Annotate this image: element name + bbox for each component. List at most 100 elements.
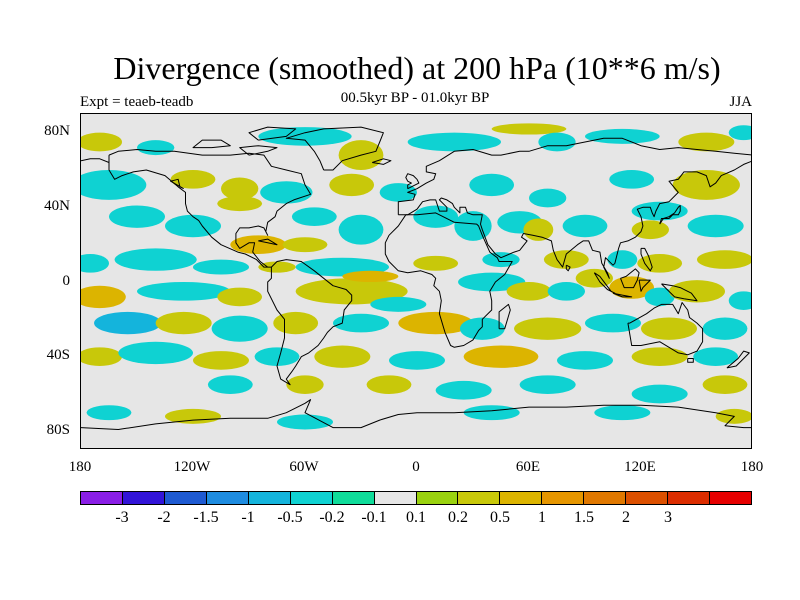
contour-blob-53: [506, 282, 552, 301]
contour-blob-76: [389, 351, 445, 370]
contour-blob-0: [81, 132, 123, 152]
colorbar-box-7: [374, 492, 417, 504]
coastline-7: [285, 126, 384, 171]
lon-label-120w: 120W: [173, 459, 211, 475]
contour-blob-88: [86, 405, 132, 421]
contour-blob-24: [291, 207, 337, 226]
contour-blob-27: [413, 205, 459, 228]
contour-blob-31: [562, 214, 608, 238]
contour-blob-49: [295, 278, 408, 305]
coastline-24: [258, 238, 278, 246]
contour-blob-74: [254, 347, 300, 366]
figure-subtitle: 00.5kyr BP - 01.0kyr BP: [340, 90, 490, 106]
contour-blob-92: [594, 405, 651, 421]
colorbar-box-4: [248, 492, 291, 504]
colorbar-box-14: [668, 492, 711, 504]
coastline-3: [397, 137, 751, 215]
colorbar-label-0: -3: [115, 509, 129, 526]
coastline-22: [687, 358, 694, 363]
contour-blob-79: [631, 347, 688, 366]
colorbar-box-1: [122, 492, 165, 504]
coastline-14: [498, 303, 511, 330]
contour-blob-77: [463, 345, 539, 368]
contour-blob-34: [631, 220, 669, 240]
contour-blob-84: [435, 380, 492, 400]
contour-blob-71: [81, 347, 123, 366]
colorbar-label-3: -1: [241, 509, 255, 526]
coastline-11: [239, 145, 278, 156]
contour-blob-21: [165, 214, 221, 238]
contour-blob-66: [459, 317, 505, 340]
contour-blob-38: [258, 261, 296, 273]
contour-blob-82: [286, 375, 324, 394]
contour-blob-46: [81, 285, 126, 309]
colorbar-label-7: 0.1: [406, 509, 426, 526]
contour-blob-20: [109, 205, 165, 228]
contour-blob-44: [637, 254, 683, 273]
divergence-map: [81, 114, 751, 448]
coastline-4: [398, 160, 751, 279]
colorbar-box-0: [81, 492, 123, 504]
contour-blob-80: [693, 347, 739, 366]
contour-blob-85: [519, 375, 576, 394]
coastline-2: [384, 212, 513, 348]
contour-blob-68: [585, 313, 641, 333]
contour-blob-2: [258, 127, 352, 146]
colorbar-label-2: -1.5: [193, 509, 219, 526]
colorbar-box-5: [290, 492, 333, 504]
coastline-17: [620, 268, 640, 289]
contour-blob-51: [370, 296, 427, 312]
contour-blob-63: [273, 311, 319, 335]
coastline-6: [81, 399, 751, 430]
coastline-25: [372, 158, 392, 165]
colorbar-label-1: -2: [157, 509, 171, 526]
colorbar-label-6: -0.1: [361, 509, 387, 526]
contour-blob-54: [547, 282, 585, 301]
contour-blob-81: [207, 375, 253, 394]
lat-label-40n: 40N: [44, 198, 70, 214]
contour-blob-61: [155, 311, 212, 335]
contour-blob-25: [282, 237, 328, 253]
lon-label-180e: 180: [740, 459, 764, 475]
coastline-26: [81, 158, 110, 163]
contour-blob-37: [193, 259, 249, 275]
contour-blob-35: [81, 254, 109, 273]
contour-blob-90: [277, 414, 333, 430]
map-panel: [80, 113, 752, 449]
contour-blob-45: [697, 250, 751, 269]
colorbar-label-5: -0.2: [319, 509, 345, 526]
coastline-23: [565, 264, 571, 272]
contour-blob-47: [137, 282, 231, 301]
contour-blob-69: [641, 317, 697, 340]
contour-blob-15: [379, 183, 418, 202]
contour-blob-41: [482, 252, 520, 268]
coastline-20: [726, 350, 750, 369]
colorbar-label-13: 3: [664, 509, 672, 526]
colorbar: [80, 491, 752, 505]
contour-blob-26: [338, 214, 384, 245]
contour-blob-40: [413, 255, 459, 271]
contour-blob-6: [538, 132, 576, 152]
coastline-16: [612, 292, 633, 298]
contour-blob-75: [314, 345, 371, 368]
contour-blob-22: [217, 196, 263, 212]
experiment-label: Expt = teaeb-teadb: [80, 94, 194, 110]
contour-blob-86: [631, 384, 688, 404]
contour-blob-18: [609, 170, 655, 189]
contour-blob-83: [366, 375, 412, 394]
contour-blob-67: [514, 317, 582, 340]
lon-label-0: 0: [412, 459, 420, 475]
contour-blob-8: [678, 132, 735, 152]
colorbar-box-3: [206, 492, 249, 504]
contour-blob-36: [114, 248, 197, 271]
contour-blob-17: [529, 188, 567, 208]
contour-blob-12: [221, 177, 259, 200]
contour-blob-62: [211, 315, 268, 342]
contour-blob-28: [454, 211, 492, 241]
coastline-21: [640, 247, 653, 272]
coastline-1: [267, 259, 353, 386]
contour-blob-19: [672, 170, 740, 200]
contour-blob-64: [333, 313, 389, 333]
contour-blob-11: [170, 170, 216, 189]
contour-blob-7: [585, 128, 660, 144]
